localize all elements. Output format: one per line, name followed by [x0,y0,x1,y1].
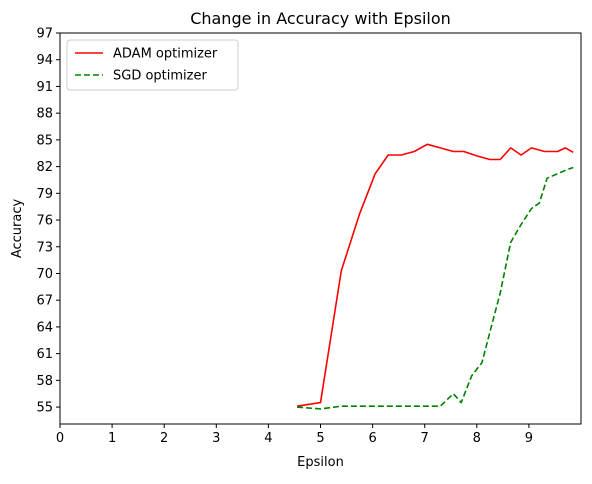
x-tick-label: 3 [212,431,220,446]
y-tick-label: 67 [36,294,53,309]
y-tick-label: 79 [36,187,53,202]
x-tick-label: 6 [368,431,376,446]
x-axis-label: Epsilon [297,455,344,470]
y-tick-label: 70 [36,267,53,282]
y-tick-label: 91 [36,80,53,95]
plot-frame [59,32,582,425]
x-axis: 0 1 2 3 4 5 6 7 8 9 [56,424,533,446]
legend-label-1: ADAM optimizer [113,47,218,62]
y-tick-label: 85 [36,133,53,148]
y-tick-label: 58 [36,374,53,389]
series-line-1 [296,143,574,407]
legend-box [66,39,239,91]
x-tick-label: 4 [264,431,272,446]
plot-area [59,32,582,425]
y-axis-label: Accuracy [10,199,25,259]
y-tick-label: 97 [36,27,53,42]
y-tick-label: 64 [36,320,53,335]
series-line-2 [297,166,574,410]
x-tick-label: 5 [316,431,324,446]
chart-title: Change in Accuracy with Epsilon [190,9,451,28]
x-tick-label: 8 [473,431,481,446]
y-tick-label: 94 [36,53,53,68]
x-tick-label: 7 [421,431,429,446]
y-tick-label: 88 [36,107,53,122]
y-axis: 55 58 61 64 67 70 73 76 79 82 85 88 91 94 97 [36,27,60,416]
y-tick-label: 73 [36,240,53,255]
y-tick-label: 82 [36,160,53,175]
x-tick-label: 2 [160,431,168,446]
legend-label-2: SGD optimizer [113,69,207,84]
x-tick-label: 1 [108,431,116,446]
legend: ADAM optimizer SGD optimizer [66,39,239,91]
x-tick-label: 0 [56,431,64,446]
y-tick-label: 55 [36,401,53,416]
y-tick-label: 61 [36,347,53,362]
x-tick-label: 9 [525,431,533,446]
y-tick-label: 76 [36,214,53,229]
